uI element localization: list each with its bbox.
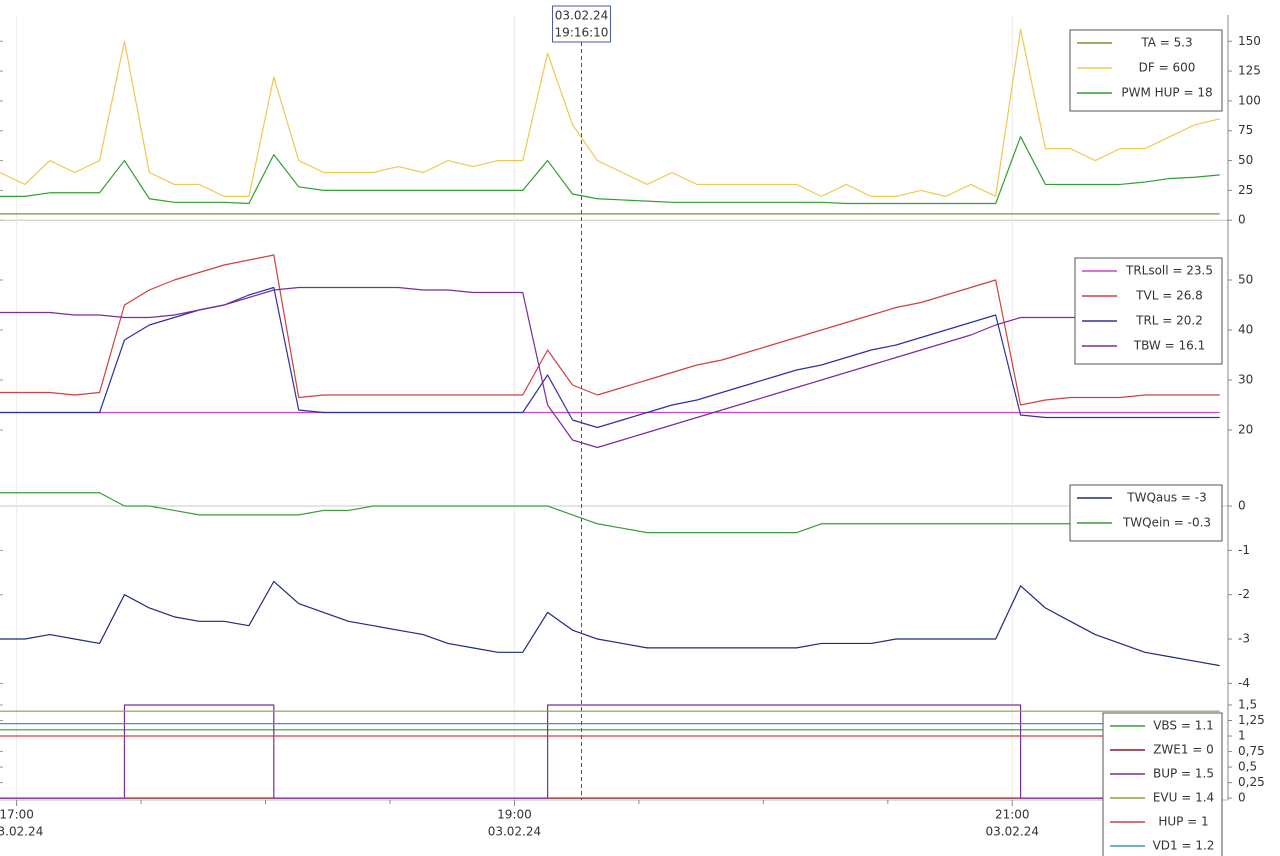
legend-label: TWQein = -0.3 [1122,516,1211,530]
x-tick-date: 03.02.24 [488,825,541,839]
series-layer [0,28,1220,799]
legend: VBS = 1.1 ZWE1 = 0 BUP = 1.5 EVU = 1.4 HUP =… [1102,712,1223,856]
y-tick-label: 50 [1238,273,1253,287]
legend-label: VBS = 1.1 [1153,719,1214,733]
y-tick-label: -4 [1238,676,1250,690]
series-line [0,254,1220,406]
cursor-time: 19:16:10 [555,26,609,40]
legend-label: TA = 5.3 [1140,36,1192,50]
legend-label: TVL = 26.8 [1135,289,1203,303]
legend-label: DF = 600 [1139,61,1196,75]
x-tick-date: 03.02.24 [0,825,43,839]
x-tick-label: 21:00 [995,808,1030,822]
legend: TWQaus = -3 TWQein = -0.3 [1069,484,1223,542]
legend-label: BUP = 1.5 [1153,767,1214,781]
legend-label: ZWE1 = 0 [1153,743,1214,757]
x-tick-label: 17:00 [0,808,34,822]
legend-label: TWQaus = -3 [1126,491,1207,505]
y-tick-label: 150 [1238,34,1261,48]
legend-label: EVU = 1.4 [1153,791,1214,805]
grid-layer [0,15,1232,800]
y-tick-label: 1,25 [1238,713,1265,727]
y-tick-label: 25 [1238,183,1253,197]
series-line [0,580,1220,667]
series-line [0,28,1220,197]
x-tick-date: 03.02.24 [986,825,1039,839]
series-line [0,136,1220,205]
series-line [0,492,1220,534]
legend-box [1069,484,1223,542]
legend-box [1102,712,1223,856]
legend-label: VD1 = 1.2 [1153,839,1215,853]
y-tick-label: 0,5 [1238,760,1257,774]
y-tick-label: 0,25 [1238,775,1265,789]
y-tick-label: 75 [1238,123,1253,137]
series-line [0,286,1220,429]
y-tick-label: -1 [1238,543,1250,557]
y-tick-label: 1 [1238,729,1246,743]
y-tick-label: 0 [1238,791,1246,805]
y-tick-label: 50 [1238,153,1253,167]
legend-label: TRL = 20.2 [1135,314,1203,328]
series-line [0,704,1220,799]
cursor-label-box [552,5,612,43]
cursor-date: 03.02.24 [555,9,608,23]
y-tick-label: 100 [1238,93,1261,107]
y-tick-label: 20 [1238,423,1253,437]
y-tick-label: 30 [1238,373,1253,387]
legend: TA = 5.3 DF = 600 PWM HUP = 18 [1069,29,1223,112]
legend-label: HUP = 1 [1158,815,1208,829]
series-line [0,286,1220,449]
y-tick-label: 0 [1238,499,1246,513]
y-tick-label: 1,5 [1238,697,1257,711]
legend-label: TRLsoll = 23.5 [1125,264,1213,278]
legend-label: PWM HUP = 18 [1121,86,1212,100]
y-tick-label: -2 [1238,587,1250,601]
y-tick-label: -3 [1238,632,1250,646]
legend: TRLsoll = 23.5 TVL = 26.8 TRL = 20.2 TBW = … [1074,257,1223,365]
y-tick-label: 125 [1238,64,1261,78]
y-tick-label: 40 [1238,323,1253,337]
y-tick-label: 0 [1238,213,1246,227]
legend-label: TBW = 16.1 [1133,339,1205,353]
y-tick-label: 0,75 [1238,744,1265,758]
x-tick-label: 19:00 [497,808,532,822]
